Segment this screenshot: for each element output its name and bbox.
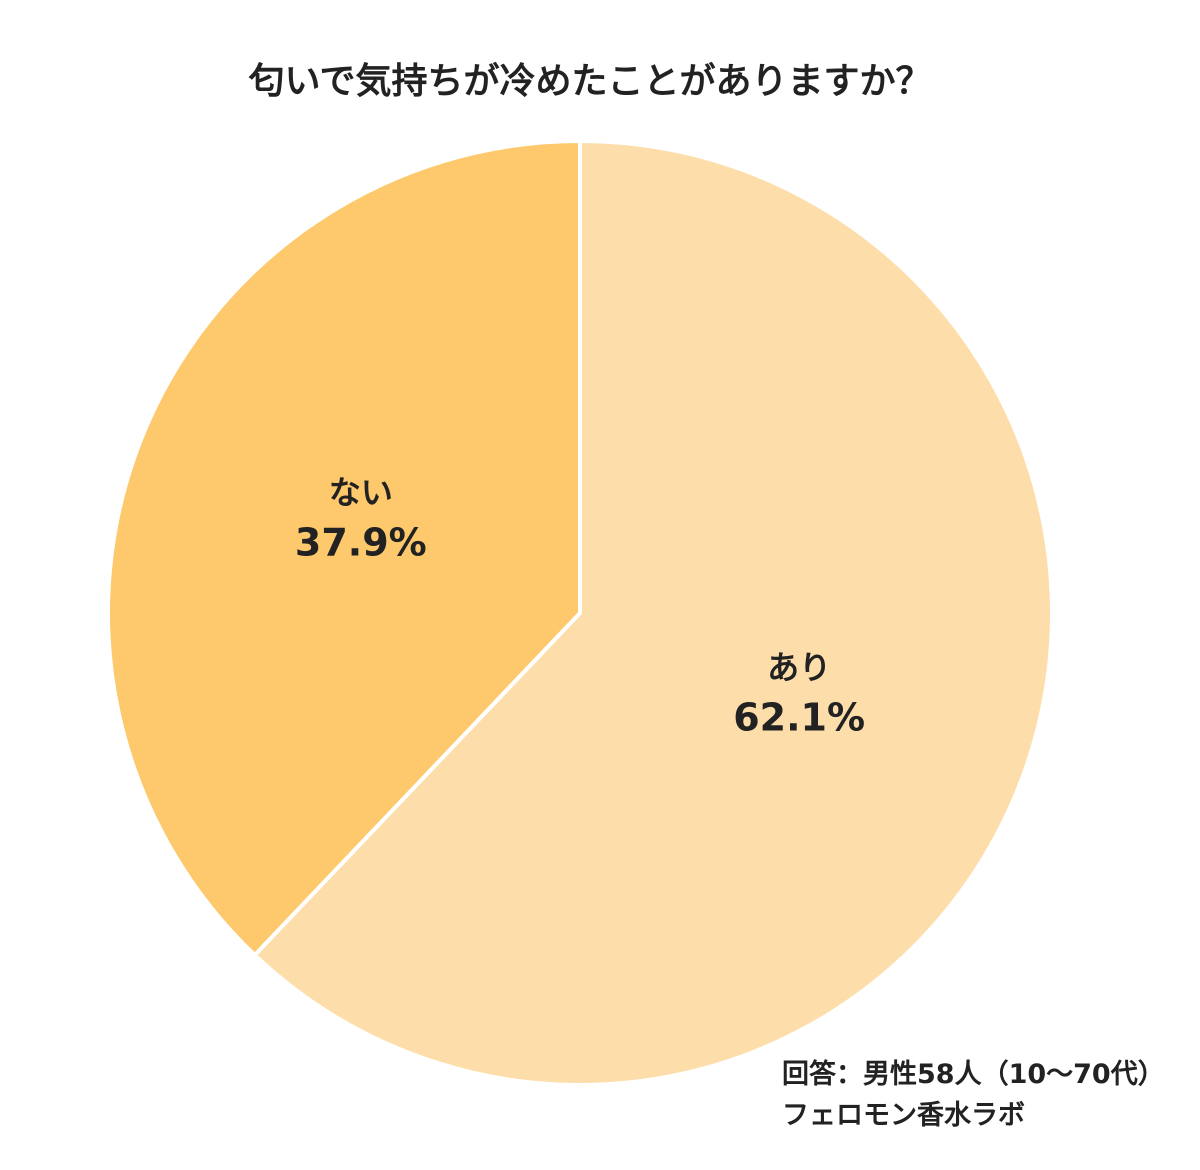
source-note: フェロモン香水ラボ <box>782 1100 1025 1131</box>
pie-slice-0 <box>251 138 1054 1087</box>
slice-value-label: 62.1% <box>733 696 865 740</box>
slice-label: あり <box>767 649 831 687</box>
slice-value-label: 37.9% <box>295 520 427 564</box>
respondents-note: 回答：男性58人（10～70代） <box>782 1059 1165 1090</box>
chart-title: 匂いで気持ちが冷めたことがありますか？ <box>248 61 932 102</box>
slice-label: ない <box>329 473 393 511</box>
pie-slice-1 <box>106 138 582 958</box>
